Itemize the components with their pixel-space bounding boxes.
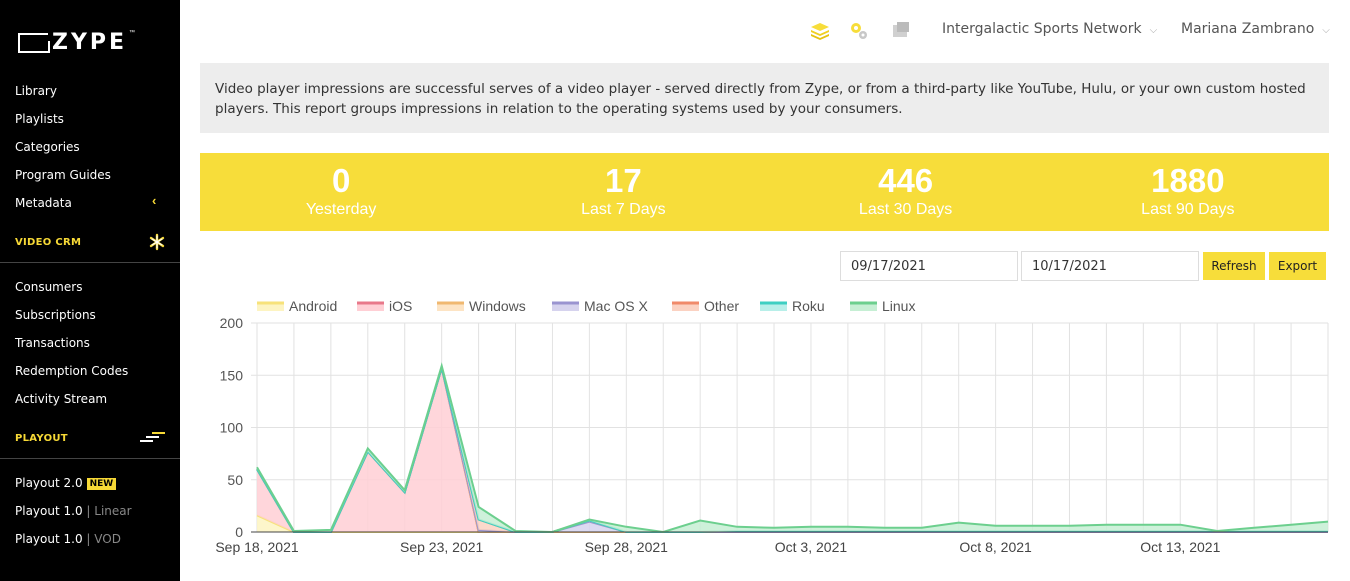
x-tick-label: Sep 28, 2021 — [585, 539, 669, 555]
sidebar: ZYPE ™ Library Playlists Categories Prog… — [0, 0, 180, 581]
stat-label: Last 30 Days — [858, 201, 953, 218]
sidebar-item-playout-2[interactable]: Playout 2.0 NEW — [15, 476, 117, 490]
sidebar-item-categories[interactable]: Categories — [15, 140, 80, 154]
section-playout: PLAYOUT — [15, 433, 68, 444]
line-linux — [256, 362, 1329, 534]
start-date-input[interactable]: 09/17/2021 — [840, 251, 1018, 281]
zype-logo[interactable]: ZYPE ™ — [18, 30, 135, 55]
legend-label: Mac OS X — [584, 300, 648, 314]
stat-label: Yesterday — [305, 201, 377, 218]
legend-label: iOS — [389, 300, 412, 314]
sidebar-item-subscriptions[interactable]: Subscriptions — [15, 308, 96, 322]
legend-swatch — [357, 303, 384, 311]
legend-swatch — [672, 303, 699, 311]
gears-icon[interactable] — [848, 20, 870, 42]
user-menu[interactable]: Mariana Zambrano ⌵ — [1181, 21, 1330, 37]
sidebar-item-program-guides[interactable]: Program Guides — [15, 168, 111, 182]
y-tick-label: 200 — [220, 315, 244, 331]
legend-swatch — [760, 303, 787, 311]
stack-icon[interactable] — [809, 20, 831, 42]
sidebar-divider — [0, 262, 180, 263]
logo-text: ZYPE — [52, 30, 128, 55]
legend-label: Roku — [792, 300, 825, 314]
info-panel: Video player impressions are successful … — [200, 63, 1329, 133]
stat-value: 446 — [878, 162, 934, 199]
sidebar-item-transactions[interactable]: Transactions — [15, 336, 90, 350]
export-button[interactable]: Export — [1269, 252, 1326, 280]
sidebar-item-redemption-codes[interactable]: Redemption Codes — [15, 364, 129, 378]
notes-icon[interactable] — [890, 20, 912, 42]
sidebar-item-metadata[interactable]: Metadata — [15, 196, 72, 210]
sidebar-item-playout-1-linear[interactable]: Playout 1.0 | Linear — [15, 504, 132, 518]
stat-value: 0 — [331, 162, 351, 199]
refresh-button[interactable]: Refresh — [1203, 252, 1265, 280]
chevron-left-icon[interactable]: ‹ — [152, 193, 157, 208]
legend-swatch — [257, 303, 284, 311]
sidebar-item-consumers[interactable]: Consumers — [15, 280, 83, 294]
y-tick-label: 100 — [220, 420, 244, 436]
logo-mark-icon — [18, 32, 50, 53]
x-tick-label: Sep 18, 2021 — [215, 539, 299, 555]
legend-swatch — [850, 303, 877, 311]
stat-last-30-days: 446 Last 30 Days — [765, 153, 1047, 231]
section-video-crm: VIDEO CRM — [15, 237, 82, 248]
playout-2-label: Playout 2.0 — [15, 476, 83, 490]
area-ios — [257, 367, 1328, 532]
impressions-chart: 0 50 100 150 200 Sep 18, 2021 Sep 23, 2021 Sep … — [215, 300, 1329, 555]
network-name: Intergalactic Sports Network — [942, 21, 1142, 37]
sidebar-item-activity-stream[interactable]: Activity Stream — [15, 392, 108, 406]
legend-swatch — [437, 303, 464, 311]
playout-1-vod-label: Playout 1.0 — [15, 532, 83, 546]
stat-value: 17 — [605, 162, 642, 199]
stat-label: Last 90 Days — [1141, 201, 1235, 218]
new-badge: NEW — [86, 478, 117, 490]
playout-linear-suffix: | Linear — [86, 504, 132, 518]
stat-label: Last 7 Days — [581, 201, 666, 218]
x-tick-label: Oct 3, 2021 — [775, 539, 848, 555]
logo-tm: ™ — [129, 30, 136, 36]
stats-banner: 0 Yesterday 17 Last 7 Days 446 Last 30 D… — [200, 153, 1329, 231]
chevron-down-icon: ⌵ — [1149, 25, 1158, 36]
legend-swatch — [552, 303, 579, 311]
user-name: Mariana Zambrano — [1181, 21, 1315, 37]
asterisk-icon — [149, 233, 165, 251]
sidebar-divider — [0, 458, 180, 459]
end-date-input[interactable]: 10/17/2021 — [1021, 251, 1199, 281]
y-tick-label: 0 — [235, 524, 243, 540]
legend-label: Other — [704, 300, 739, 314]
y-tick-label: 50 — [227, 472, 243, 488]
x-tick-label: Sep 23, 2021 — [400, 539, 484, 555]
legend-label: Windows — [469, 300, 526, 314]
legend-label: Android — [289, 300, 337, 314]
stat-value: 1880 — [1151, 162, 1225, 199]
sidebar-item-playlists[interactable]: Playlists — [15, 112, 64, 126]
chevron-down-icon: ⌵ — [1322, 25, 1330, 36]
sidebar-item-playout-1-vod[interactable]: Playout 1.0 | VOD — [15, 532, 121, 546]
x-tick-label: Oct 13, 2021 — [1140, 539, 1220, 555]
playout-1-linear-label: Playout 1.0 — [15, 504, 83, 518]
legend-label: Linux — [882, 300, 915, 314]
stat-last-90-days: 1880 Last 90 Days — [1047, 153, 1329, 231]
y-tick-label: 150 — [220, 367, 244, 383]
x-tick-label: Oct 8, 2021 — [959, 539, 1032, 555]
stat-last-7-days: 17 Last 7 Days — [482, 153, 764, 231]
network-selector[interactable]: Intergalactic Sports Network ⌵ — [942, 21, 1157, 37]
playout-icon — [140, 432, 165, 442]
playout-vod-suffix: | VOD — [86, 532, 121, 546]
stat-yesterday: 0 Yesterday — [200, 153, 482, 231]
sidebar-item-library[interactable]: Library — [15, 84, 57, 98]
